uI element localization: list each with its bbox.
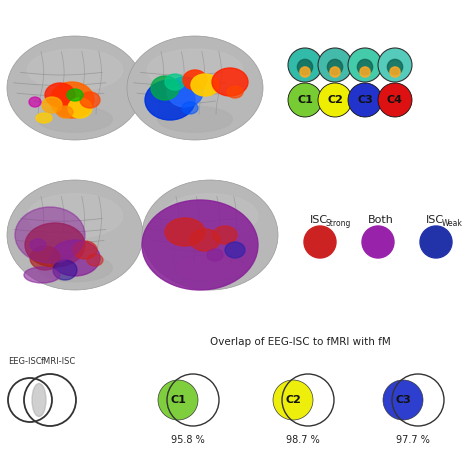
- Ellipse shape: [163, 194, 257, 238]
- Circle shape: [158, 380, 198, 420]
- Ellipse shape: [165, 74, 185, 90]
- Text: C2: C2: [285, 395, 301, 405]
- Ellipse shape: [27, 194, 123, 238]
- Ellipse shape: [142, 200, 258, 290]
- Ellipse shape: [42, 97, 62, 113]
- Circle shape: [378, 83, 412, 117]
- Ellipse shape: [7, 180, 143, 290]
- Ellipse shape: [142, 180, 278, 290]
- Ellipse shape: [127, 36, 263, 140]
- Ellipse shape: [57, 106, 73, 118]
- Ellipse shape: [30, 239, 46, 251]
- Circle shape: [288, 48, 322, 82]
- Ellipse shape: [207, 249, 223, 261]
- Ellipse shape: [225, 242, 245, 258]
- Ellipse shape: [147, 49, 243, 91]
- Circle shape: [362, 226, 394, 258]
- Circle shape: [348, 48, 382, 82]
- Circle shape: [387, 59, 402, 74]
- Ellipse shape: [87, 254, 103, 266]
- Ellipse shape: [24, 267, 60, 283]
- Text: C4: C4: [387, 95, 403, 105]
- Ellipse shape: [213, 226, 237, 244]
- Ellipse shape: [157, 106, 232, 132]
- Circle shape: [300, 67, 310, 77]
- Text: EEG-ISC: EEG-ISC: [8, 357, 42, 366]
- Circle shape: [330, 67, 340, 77]
- Ellipse shape: [73, 241, 97, 259]
- Circle shape: [378, 48, 412, 82]
- Ellipse shape: [30, 246, 60, 270]
- Ellipse shape: [183, 70, 207, 90]
- Ellipse shape: [27, 49, 123, 91]
- Text: ISC: ISC: [310, 215, 328, 225]
- Text: 98.7 %: 98.7 %: [286, 435, 319, 445]
- Circle shape: [390, 67, 400, 77]
- Circle shape: [328, 59, 343, 74]
- Circle shape: [273, 380, 313, 420]
- Ellipse shape: [191, 74, 219, 96]
- Text: 97.7 %: 97.7 %: [396, 435, 430, 445]
- Text: C2: C2: [327, 95, 343, 105]
- Circle shape: [318, 48, 352, 82]
- Ellipse shape: [68, 98, 92, 118]
- Ellipse shape: [50, 240, 100, 276]
- Ellipse shape: [212, 68, 248, 96]
- Ellipse shape: [167, 77, 203, 107]
- Circle shape: [318, 83, 352, 117]
- Circle shape: [304, 226, 336, 258]
- Text: C3: C3: [395, 395, 411, 405]
- Circle shape: [360, 67, 370, 77]
- Ellipse shape: [53, 260, 77, 280]
- Ellipse shape: [67, 89, 83, 101]
- Ellipse shape: [80, 92, 100, 108]
- Text: fMRI-ISC: fMRI-ISC: [40, 357, 76, 366]
- Ellipse shape: [29, 97, 41, 107]
- Circle shape: [420, 226, 452, 258]
- Ellipse shape: [151, 76, 179, 100]
- Text: Both: Both: [368, 215, 394, 225]
- Text: C1: C1: [297, 95, 313, 105]
- Text: 95.8 %: 95.8 %: [171, 435, 205, 445]
- Text: Overlap of EEG-ISC to fMRI with fM: Overlap of EEG-ISC to fMRI with fM: [210, 337, 391, 347]
- Circle shape: [383, 380, 423, 420]
- Circle shape: [348, 83, 382, 117]
- Ellipse shape: [145, 80, 195, 120]
- Ellipse shape: [173, 254, 247, 282]
- Ellipse shape: [32, 383, 46, 417]
- Text: C3: C3: [357, 95, 373, 105]
- Ellipse shape: [15, 207, 85, 263]
- Ellipse shape: [37, 106, 112, 132]
- Ellipse shape: [25, 223, 85, 267]
- Text: ISC: ISC: [426, 215, 444, 225]
- Circle shape: [357, 59, 373, 74]
- Ellipse shape: [165, 218, 205, 246]
- Ellipse shape: [45, 83, 75, 107]
- Ellipse shape: [7, 36, 143, 140]
- Ellipse shape: [227, 86, 243, 98]
- Ellipse shape: [190, 229, 220, 251]
- Circle shape: [288, 83, 322, 117]
- Text: Strong: Strong: [326, 219, 351, 228]
- Text: Weak: Weak: [442, 219, 463, 228]
- Text: C1: C1: [170, 395, 186, 405]
- Ellipse shape: [37, 254, 112, 282]
- Ellipse shape: [36, 113, 52, 123]
- Ellipse shape: [50, 82, 94, 118]
- Ellipse shape: [182, 102, 198, 114]
- Circle shape: [297, 59, 313, 74]
